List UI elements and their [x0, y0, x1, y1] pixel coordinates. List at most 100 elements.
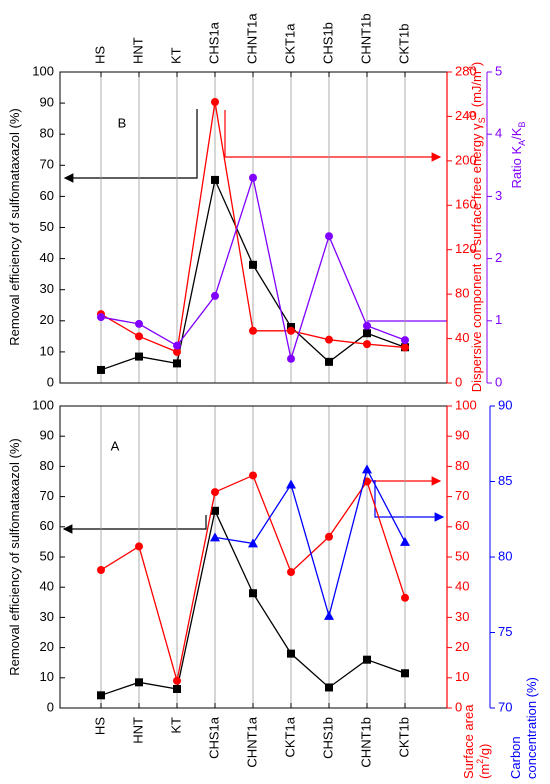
- point: [97, 365, 105, 374]
- y2-tick-label: 90: [455, 428, 469, 443]
- y2-tick-label: 0: [455, 374, 462, 389]
- point: [400, 536, 410, 546]
- point: [211, 175, 219, 184]
- point: [363, 655, 371, 664]
- y2-tick-label: 120: [455, 241, 477, 256]
- point: [363, 321, 371, 330]
- y-tick-label: 10: [40, 343, 54, 358]
- x-tick-label: CHNT1a: [244, 716, 259, 767]
- y2-tick-label: 80: [455, 286, 469, 301]
- panel-label: B: [118, 115, 127, 130]
- y2-tick-label: 30: [455, 609, 469, 624]
- axis-title: Removal efficiency of sulfomataxazol (%): [7, 108, 22, 345]
- point: [135, 319, 143, 328]
- y-tick-label: 10: [40, 669, 54, 684]
- point: [249, 326, 257, 335]
- y-tick-label: 40: [40, 250, 54, 265]
- y2-tick-label: 160: [455, 197, 477, 212]
- y3-tick-label: 80: [498, 548, 512, 563]
- y2-tick-label: 200: [455, 152, 477, 167]
- x-tick-label: HNT: [130, 37, 145, 64]
- axis-title-part: concentration (%): [524, 677, 539, 779]
- x-tick-label: CKT1b: [396, 24, 411, 64]
- axis-title-part: /K: [509, 127, 524, 140]
- y2-tick-label: 40: [455, 330, 469, 345]
- point: [97, 691, 105, 700]
- x-tick-label: CHS1a: [206, 21, 221, 64]
- axis-title: Carbon: [508, 736, 523, 779]
- y2-tick-label: 280: [455, 63, 477, 78]
- y2-tick-label: 240: [455, 108, 477, 123]
- y-tick-label: 70: [40, 488, 54, 503]
- y-tick-label: 30: [40, 281, 54, 296]
- point: [287, 568, 295, 577]
- y3-tick-label: 2: [495, 250, 502, 265]
- series-line: [214, 467, 406, 619]
- axis-title-part: Carbon: [508, 736, 523, 779]
- y3-tick-label: 1: [495, 312, 502, 327]
- point: [211, 291, 219, 300]
- point: [173, 347, 181, 356]
- point: [325, 532, 333, 541]
- y-tick-label: 90: [40, 428, 54, 443]
- y-tick-label: 40: [40, 579, 54, 594]
- y3-tick-label: 4: [495, 126, 502, 141]
- y3-tick-label: 3: [495, 188, 502, 203]
- y2-tick-label: 50: [455, 548, 469, 563]
- y-tick-label: 50: [40, 548, 54, 563]
- point: [363, 340, 371, 349]
- point: [363, 329, 371, 338]
- axis-title-part: (m: [477, 764, 492, 779]
- axis-title: concentration (%): [524, 677, 539, 779]
- arrow: [224, 110, 442, 162]
- point: [401, 593, 409, 602]
- axis-title: Removal efficiency of sulfomataxazol (%): [7, 438, 22, 675]
- axis-title-part: D: [467, 110, 477, 117]
- axis-title-part: A: [517, 140, 527, 146]
- y-tick-label: 20: [40, 639, 54, 654]
- panel-label: A: [111, 438, 120, 453]
- x-tick-label: CKT1a: [282, 716, 297, 757]
- point: [97, 565, 105, 574]
- y2-tick-label: 60: [455, 518, 469, 533]
- y2-tick-label: 20: [455, 639, 469, 654]
- point: [287, 326, 295, 335]
- y3-tick-label: 75: [498, 624, 512, 639]
- y-tick-label: 100: [32, 397, 54, 412]
- y2-tick-label: 0: [455, 699, 462, 714]
- y-tick-label: 60: [40, 188, 54, 203]
- axis-title-part: 2: [475, 759, 485, 764]
- point: [325, 335, 333, 344]
- x-tick-label: CHS1a: [206, 716, 221, 759]
- y-tick-label: 70: [40, 157, 54, 172]
- axis-title-part: (mJ/m: [469, 71, 484, 111]
- x-tick-label: CHNT1b: [358, 13, 373, 64]
- point: [325, 357, 333, 366]
- axis-title-part: 2: [467, 66, 477, 71]
- y-tick-label: 50: [40, 219, 54, 234]
- axis-title-part: B: [517, 122, 527, 128]
- point: [249, 589, 257, 598]
- axis-title-part: Removal efficiency of sulfomataxazol (%): [7, 108, 22, 345]
- x-tick-label: CHNT1b: [358, 717, 373, 768]
- y3-tick-label: 70: [498, 699, 512, 714]
- y-tick-label: 0: [47, 374, 54, 389]
- arrow: [374, 480, 445, 522]
- point: [249, 471, 257, 480]
- y2-tick-label: 10: [455, 669, 469, 684]
- x-tick-label: KT: [168, 47, 183, 64]
- point: [135, 352, 143, 361]
- point: [173, 684, 181, 693]
- point: [249, 260, 257, 269]
- axis-title: (m2/g): [475, 744, 492, 779]
- point: [324, 610, 334, 620]
- arrow: [63, 109, 198, 183]
- y3-tick-label: 85: [498, 473, 512, 488]
- axis-title-part: S: [477, 117, 487, 123]
- arrow: [62, 515, 207, 534]
- axis-title: Ratio KA/KB: [509, 122, 527, 189]
- point: [362, 464, 372, 474]
- point: [211, 506, 219, 515]
- y-tick-label: 20: [40, 312, 54, 327]
- point: [249, 173, 257, 182]
